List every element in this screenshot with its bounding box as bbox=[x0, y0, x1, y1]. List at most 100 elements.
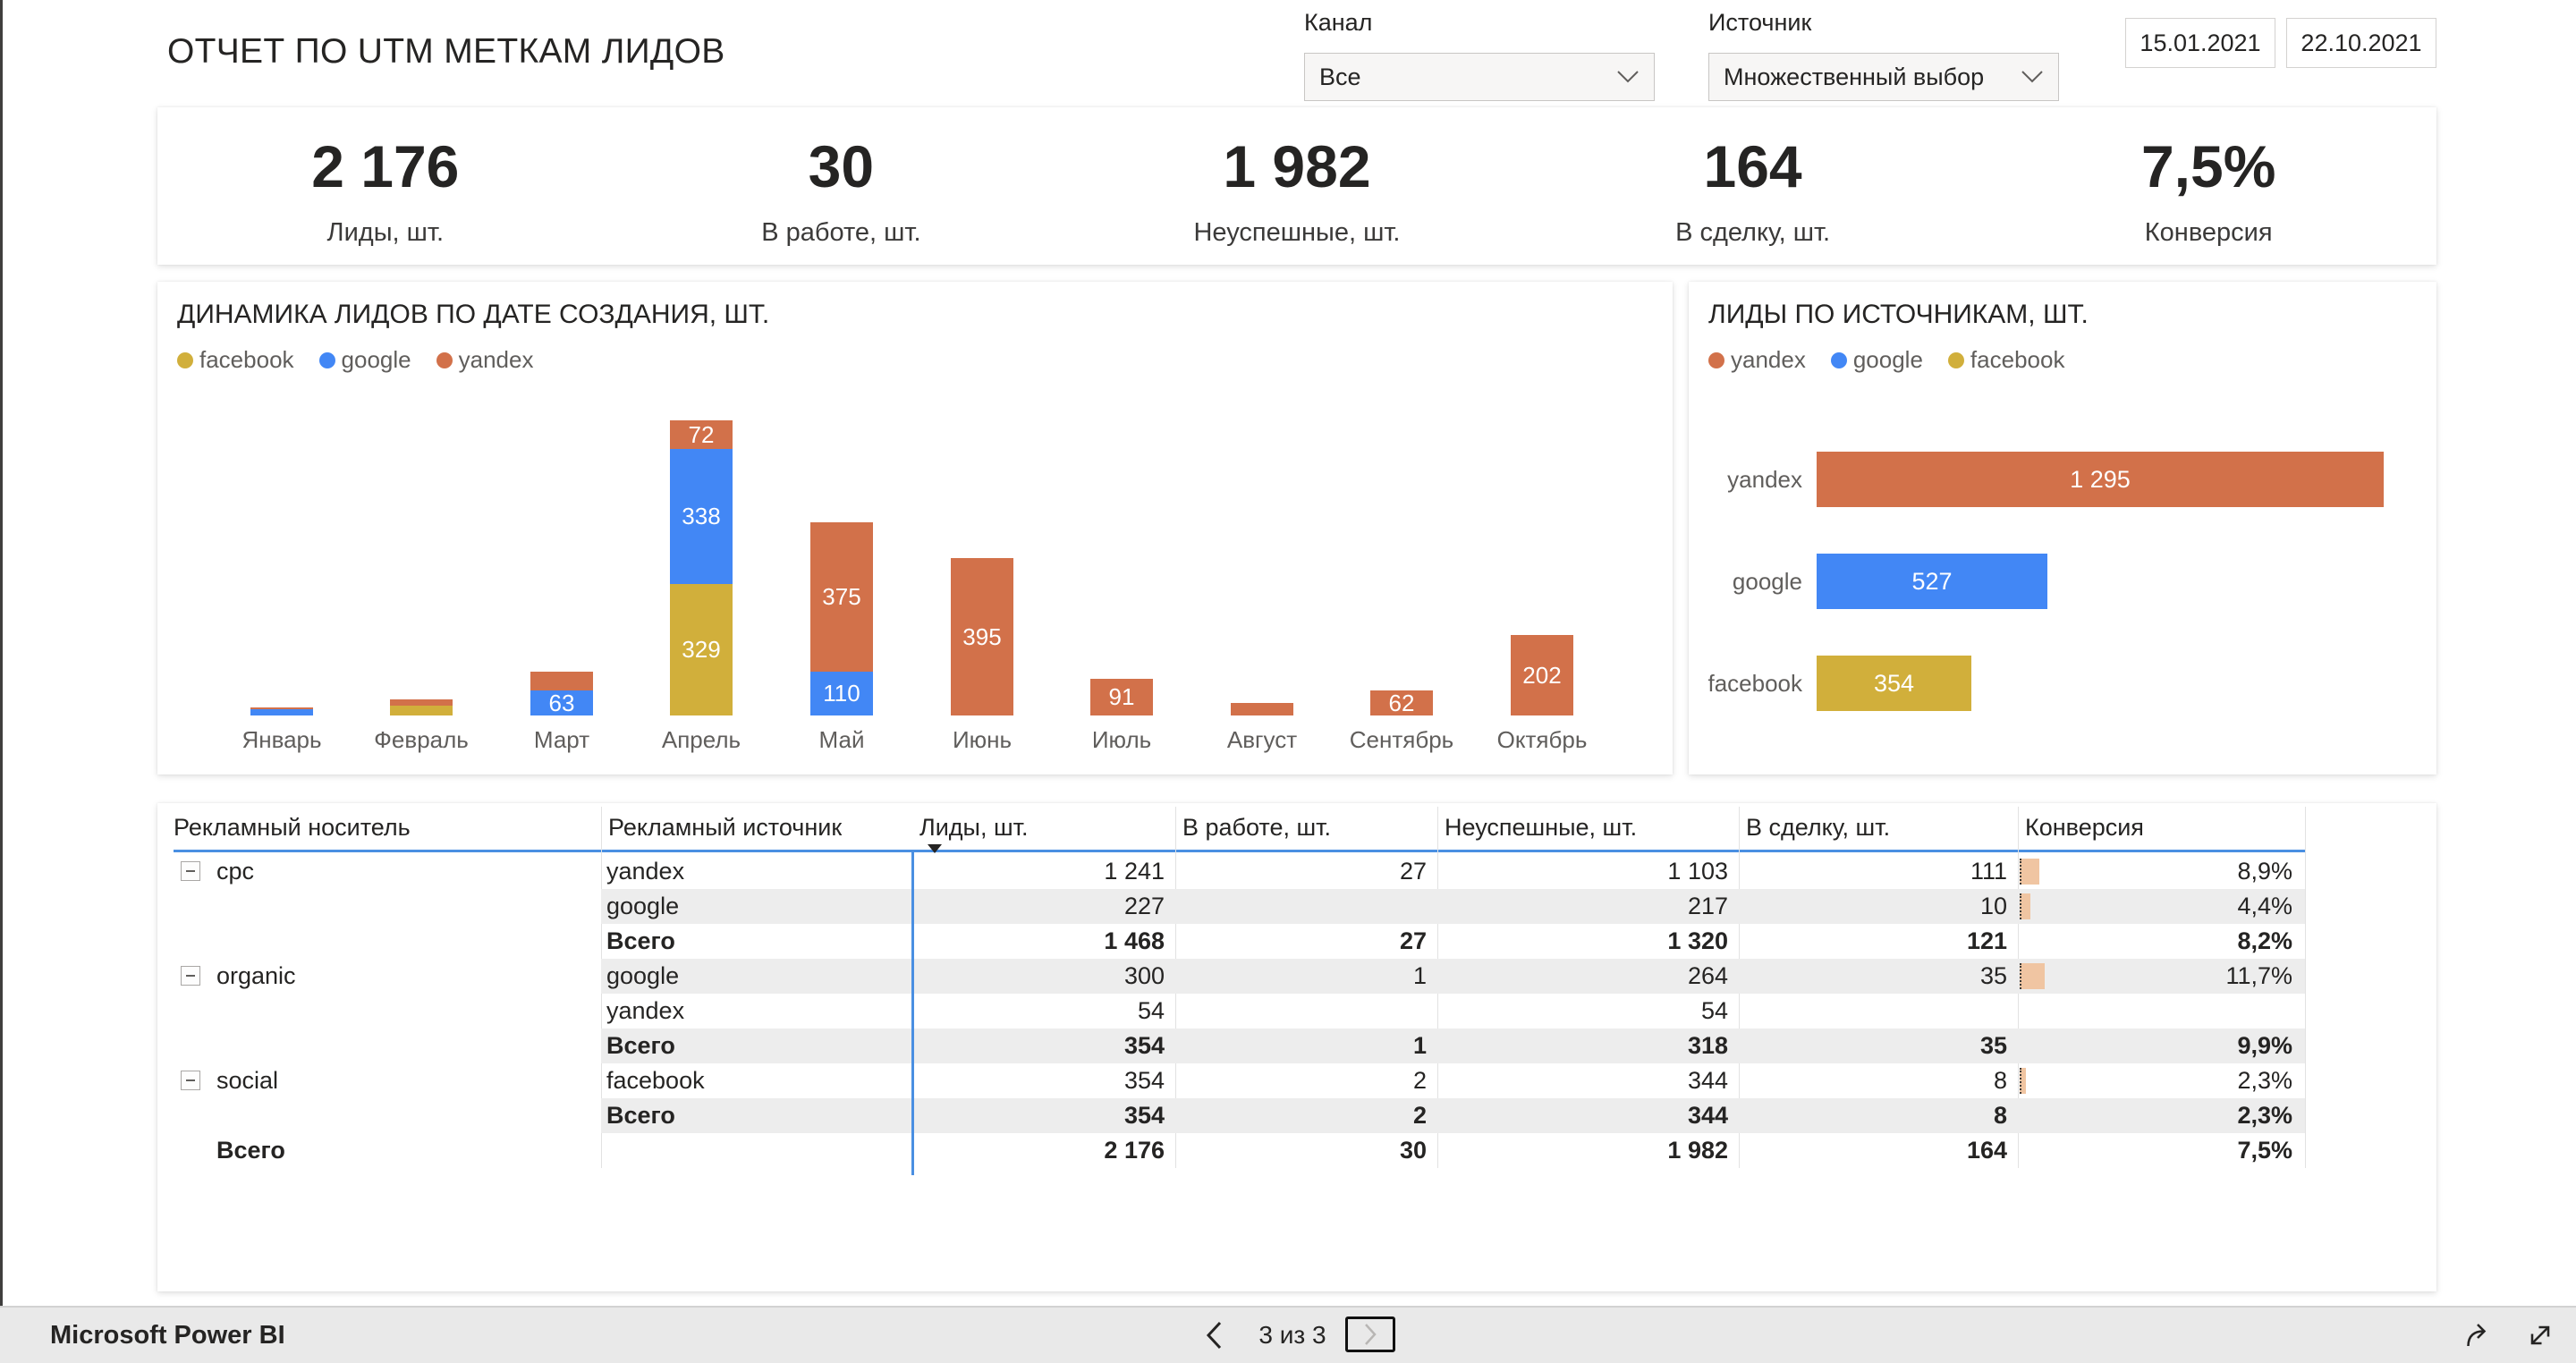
bar-segment-yandex-Сентябрь[interactable]: 62 bbox=[1370, 689, 1433, 716]
conversion-cell: 2,3% bbox=[2237, 1067, 2292, 1094]
column-header-2[interactable]: Рекламный источник bbox=[608, 814, 843, 841]
source-dropdown-value: Множественный выбор bbox=[1724, 63, 1985, 90]
bar-segment-yandex-Июнь[interactable]: 395 bbox=[951, 558, 1013, 715]
channel-dropdown[interactable]: Все bbox=[1304, 53, 1655, 101]
conversion-databar bbox=[2020, 859, 2039, 885]
bar-segment-google-Январь[interactable] bbox=[250, 709, 313, 715]
column-header-6[interactable]: В сделку, шт. bbox=[1746, 814, 1891, 841]
hbar-yandex[interactable]: 1 295 bbox=[1817, 452, 2384, 507]
leads-by-source-legend: yandex google facebook bbox=[1708, 346, 2064, 374]
collapse-toggle-cpc[interactable] bbox=[181, 861, 200, 881]
header-underline bbox=[174, 850, 2305, 852]
x-axis-label-Январь: Январь bbox=[242, 726, 322, 753]
value-cell: 8 bbox=[1993, 1102, 2007, 1129]
legend-item-yandex[interactable]: yandex bbox=[1708, 346, 1806, 374]
bar-segment-yandex-Февраль[interactable] bbox=[390, 699, 453, 706]
bar-segment-yandex-Август[interactable] bbox=[1231, 703, 1293, 715]
value-cell: 1 103 bbox=[1667, 858, 1728, 885]
powerbi-footer: Microsoft Power BI 3 из 3 bbox=[0, 1306, 2576, 1363]
value-cell: 35 bbox=[1979, 962, 2007, 989]
conversion-cell: 9,9% bbox=[2237, 1032, 2292, 1059]
kpi-label: В сделку, шт. bbox=[1675, 218, 1831, 247]
bar-value-label: 395 bbox=[962, 622, 1002, 650]
legend-item-google[interactable]: google bbox=[318, 346, 411, 374]
legend-item-yandex[interactable]: yandex bbox=[436, 346, 533, 374]
value-cell: 2 bbox=[1412, 1102, 1427, 1129]
source-dropdown[interactable]: Множественный выбор bbox=[1708, 53, 2059, 101]
legend-label: google bbox=[1852, 346, 1923, 373]
bar-segment-google-Март[interactable]: 63 bbox=[530, 690, 593, 716]
next-page-button[interactable] bbox=[1345, 1316, 1395, 1352]
bar-segment-yandex-Октябрь[interactable]: 202 bbox=[1511, 635, 1573, 715]
value-cell: 2 bbox=[1412, 1067, 1427, 1094]
value-cell: 354 bbox=[1123, 1032, 1165, 1059]
bar-segment-yandex-Январь[interactable] bbox=[250, 707, 313, 709]
value-cell: 1 468 bbox=[1104, 927, 1165, 954]
bar-Январь bbox=[250, 707, 313, 715]
value-cell bbox=[1739, 994, 2007, 1029]
date-from-input[interactable]: 15.01.2021 bbox=[2125, 18, 2275, 68]
value-cell bbox=[1175, 994, 1427, 1029]
chevron-left-icon bbox=[1206, 1321, 1222, 1350]
kpi-band: 2 176 Лиды, шт. 30 В работе, шт. 1 982 Н… bbox=[157, 107, 2436, 265]
legend-label: facebook bbox=[1970, 346, 2065, 373]
column-header-3[interactable]: Лиды, шт. bbox=[919, 803, 1029, 853]
collapse-toggle-social[interactable] bbox=[181, 1071, 200, 1090]
collapse-toggle-organic[interactable] bbox=[181, 966, 200, 986]
value-cell: 354 bbox=[1123, 1102, 1165, 1129]
legend-item-facebook[interactable]: facebook bbox=[1947, 346, 2065, 374]
value-cell: 1 bbox=[1412, 1032, 1427, 1059]
value-cell: 227 bbox=[1123, 893, 1165, 919]
kpi-inwork: 30 В работе, шт. bbox=[614, 107, 1070, 265]
x-axis-label-Июль: Июль bbox=[1091, 726, 1152, 753]
carrier-cell: social bbox=[216, 1067, 279, 1094]
column-header-1[interactable]: Рекламный носитель bbox=[174, 814, 411, 841]
channel-filter: Канал Все bbox=[1304, 9, 1655, 101]
bar-segment-google-Май[interactable]: 110 bbox=[810, 672, 873, 715]
value-cell: 8 bbox=[1993, 1067, 2007, 1094]
legend-item-facebook[interactable]: facebook bbox=[177, 346, 294, 374]
value-cell: 354 bbox=[1123, 1067, 1165, 1094]
value-cell: 300 bbox=[1123, 962, 1165, 989]
sort-descending-icon bbox=[928, 844, 942, 853]
chevron-down-icon bbox=[2021, 71, 2043, 83]
legend-item-google[interactable]: google bbox=[1830, 346, 1923, 374]
value-cell: 1 bbox=[1412, 962, 1427, 989]
source-cell: Всего bbox=[606, 927, 675, 954]
column-header-4[interactable]: В работе, шт. bbox=[1182, 814, 1332, 841]
conversion-databar bbox=[2020, 963, 2045, 989]
bar-segment-facebook-Апрель[interactable]: 329 bbox=[670, 584, 733, 715]
value-cell: 121 bbox=[1966, 927, 2007, 954]
column-header-5[interactable]: Неуспешные, шт. bbox=[1445, 814, 1638, 841]
bar-segment-facebook-Февраль[interactable] bbox=[390, 706, 453, 715]
x-axis-label-Май: Май bbox=[818, 726, 865, 753]
hbar-google[interactable]: 527 bbox=[1817, 554, 2047, 609]
source-filter: Источник Множественный выбор bbox=[1708, 9, 2059, 101]
legend-label: google bbox=[341, 346, 411, 373]
bar-segment-google-Апрель[interactable]: 338 bbox=[670, 449, 733, 584]
column-header-7[interactable]: Конверсия bbox=[2025, 814, 2144, 841]
bar-value-label: 62 bbox=[1388, 689, 1415, 716]
date-to-input[interactable]: 22.10.2021 bbox=[2286, 18, 2436, 68]
column-resize-guide bbox=[911, 850, 914, 1175]
fullscreen-button[interactable] bbox=[2524, 1319, 2556, 1356]
hbar-facebook[interactable]: 354 bbox=[1817, 656, 1971, 711]
minus-icon bbox=[186, 870, 195, 872]
previous-page-button[interactable] bbox=[1204, 1320, 1224, 1355]
source-filter-label: Источник bbox=[1708, 9, 1812, 36]
bar-segment-yandex-Май[interactable]: 375 bbox=[810, 522, 873, 672]
report-title: ОТЧЕТ ПО UTM МЕТКАМ ЛИДОВ bbox=[167, 32, 725, 71]
bar-value-label: 375 bbox=[822, 583, 861, 610]
value-cell: 1 982 bbox=[1667, 1137, 1728, 1164]
share-button[interactable] bbox=[2462, 1319, 2494, 1356]
bar-value-label: 202 bbox=[1522, 661, 1562, 689]
x-axis-label-Март: Март bbox=[533, 726, 590, 753]
bar-value-label: 110 bbox=[823, 680, 860, 707]
kpi-leads: 2 176 Лиды, шт. bbox=[157, 107, 614, 265]
bar-segment-yandex-Апрель[interactable]: 72 bbox=[670, 420, 733, 449]
matrix-table: Рекламный носитель Рекламный источник Лиды… bbox=[157, 803, 2436, 1291]
bar-segment-yandex-Март[interactable] bbox=[530, 672, 593, 690]
kpi-label: В работе, шт. bbox=[761, 218, 921, 247]
bar-segment-yandex-Июль[interactable]: 91 bbox=[1090, 679, 1153, 715]
